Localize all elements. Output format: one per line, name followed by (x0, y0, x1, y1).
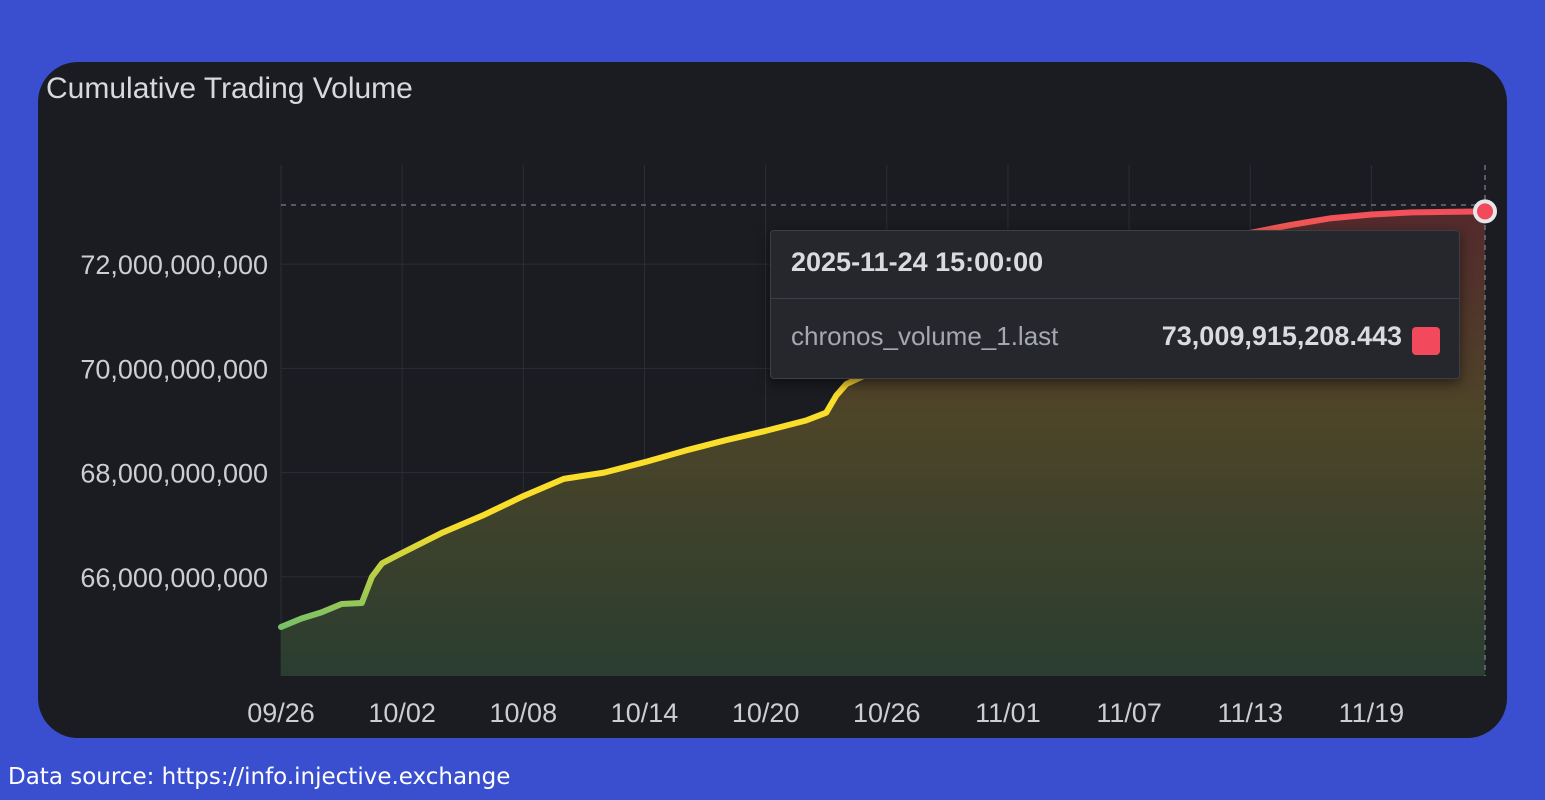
x-tick-label: 10/26 (853, 698, 921, 728)
y-tick-label: 72,000,000,000 (80, 250, 268, 280)
tooltip-time: 2025-11-24 15:00:00 (791, 247, 1044, 277)
x-tick-label: 11/07 (1096, 698, 1162, 728)
y-tick-label: 70,000,000,000 (80, 354, 268, 384)
data-source-caption: Data source: https://info.injective.exch… (8, 764, 511, 790)
x-tick-label: 11/19 (1339, 698, 1405, 728)
x-tick-label: 10/20 (732, 698, 800, 728)
y-tick-label: 68,000,000,000 (80, 459, 268, 489)
hover-group (281, 165, 1497, 676)
x-tick-label: 11/01 (975, 698, 1041, 728)
tooltip-series-name: chronos_volume_1.last (791, 321, 1059, 351)
tooltip: 2025-11-24 15:00:00 chronos_volume_1.las… (770, 230, 1460, 379)
x-axis: 09/26 10/02 10/08 10/14 10/20 10/26 11/01 11/07… (247, 698, 1404, 728)
x-tick-label: 10/02 (368, 698, 436, 728)
y-tick-label: 66,000,000,000 (80, 563, 268, 593)
x-tick-label: 09/26 (247, 698, 315, 728)
tooltip-divider (771, 298, 1459, 299)
hover-point (1473, 199, 1497, 224)
tooltip-value: 73,009,915,208.443 (1161, 321, 1402, 351)
x-tick-label: 10/08 (490, 698, 558, 728)
tooltip-color-swatch (1412, 327, 1440, 355)
chart-panel: Cumulative Trading Volume 09/26 10/02 10/0… (38, 62, 1507, 738)
y-axis: 66,000,000,000 68,000,000,000 70,000,000,0… (80, 250, 268, 593)
x-tick-label: 10/14 (611, 698, 679, 728)
x-tick-label: 11/13 (1217, 698, 1283, 728)
panel-title: Cumulative Trading Volume (46, 72, 413, 105)
chart-svg: 09/26 10/02 10/08 10/14 10/20 10/26 11/01 11/07… (80, 165, 1497, 728)
